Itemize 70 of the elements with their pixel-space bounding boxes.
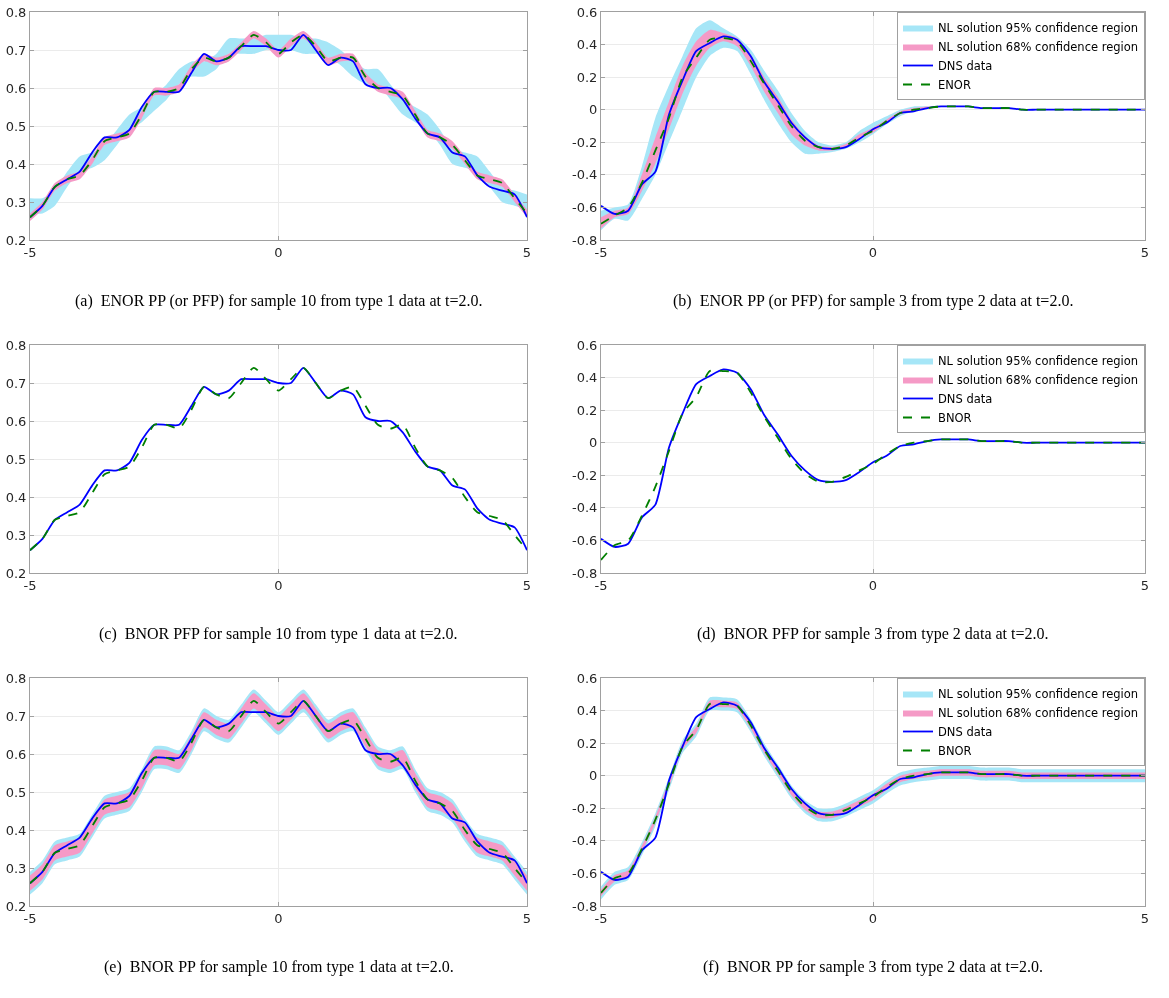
- legend-label: ENOR: [938, 77, 971, 92]
- y-tick-label: 0.4: [5, 156, 27, 172]
- x-tick-label: 0: [274, 910, 283, 926]
- legend-label: NL solution 68% confidence region: [938, 39, 1139, 54]
- y-tick-label: 0.8: [5, 670, 27, 686]
- text: (f) BNOR PP for sample 3 from type 2 data at t=2.0.: [703, 958, 1043, 976]
- y-tick-label: 0.2: [576, 735, 598, 751]
- x-tick-label: 0: [868, 577, 878, 593]
- y-tick-label: 0.6: [576, 4, 598, 20]
- x-tick-label: 5: [522, 577, 532, 593]
- y-tick-label: 0: [589, 102, 598, 118]
- legend-label: NL solution 95% confidence region: [938, 20, 1139, 35]
- y-tick-label: 0.8: [5, 4, 27, 20]
- y-tick-label: 0: [589, 768, 598, 784]
- legend-label: NL solution 68% confidence region: [938, 372, 1139, 387]
- y-tick-label: 0.4: [576, 37, 598, 53]
- y-tick-label: -0.2: [572, 134, 598, 150]
- y-tick-label: -0.4: [572, 167, 598, 183]
- legend-label: NL solution 95% confidence region: [938, 353, 1139, 368]
- text: (a) ENOR PP (or PFP) for sample 10 from type 1 data at t=2.0.: [75, 292, 483, 310]
- text: (c) BNOR PFP for sample 10 from type 1 data at t=2.0.: [99, 625, 458, 643]
- y-tick-label: 0.6: [5, 746, 27, 762]
- x-tick-label: 5: [1140, 577, 1150, 593]
- x-tick-label: 5: [1140, 910, 1150, 926]
- y-tick-label: 0.3: [5, 527, 27, 543]
- y-tick-label: 0.4: [5, 822, 27, 838]
- text: (e) BNOR PP for sample 10 from type 1 data at t=2.0.: [104, 958, 454, 976]
- y-tick-label: 0.6: [576, 670, 598, 686]
- y-tick-label: 0.8: [5, 337, 27, 353]
- y-tick-label: 0.7: [5, 708, 27, 724]
- y-tick-label: 0.7: [5, 375, 27, 391]
- legend-label: DNS data: [938, 58, 993, 73]
- y-tick-label: 0.4: [5, 489, 27, 505]
- line-series: [30, 366, 527, 552]
- x-tick-label: 5: [522, 244, 532, 260]
- legend-label: DNS data: [938, 724, 993, 739]
- x-tick-label: 0: [274, 244, 283, 260]
- y-tick-label: 0.6: [576, 337, 598, 353]
- text: (b) ENOR PP (or PFP) for sample 3 from type 2 data at t=2.0.: [673, 292, 1074, 310]
- y-tick-label: -0.2: [572, 800, 598, 816]
- y-tick-label: -0.4: [572, 833, 598, 849]
- y-tick-label: 0.6: [5, 80, 27, 96]
- legend-label: NL solution 68% confidence region: [938, 705, 1139, 720]
- x-tick-label: 5: [1140, 244, 1150, 260]
- y-tick-label: 0.5: [5, 451, 27, 467]
- x-tick-label: 0: [274, 577, 283, 593]
- x-tick-label: 0: [868, 910, 878, 926]
- y-tick-label: 0.6: [5, 413, 27, 429]
- y-tick-label: 0: [589, 435, 598, 451]
- y-tick-label: 0.2: [576, 69, 598, 85]
- y-tick-label: -0.4: [572, 500, 598, 516]
- y-tick-label: 0.3: [5, 860, 27, 876]
- y-tick-label: -0.6: [572, 865, 598, 881]
- x-tick-label: 5: [522, 910, 532, 926]
- legend-label: NL solution 95% confidence region: [938, 686, 1139, 701]
- y-tick-label: -0.6: [572, 532, 598, 548]
- y-tick-label: 0.5: [5, 784, 27, 800]
- legend-label: BNOR: [938, 410, 972, 425]
- y-tick-label: -0.2: [572, 467, 598, 483]
- y-tick-label: 0.4: [576, 370, 598, 386]
- y-tick-label: 0.5: [5, 118, 27, 134]
- text: (d) BNOR PFP for sample 3 from type 2 data at t=2.0.: [697, 625, 1049, 643]
- y-tick-label: -0.6: [572, 199, 598, 215]
- x-tick-label: 0: [868, 244, 878, 260]
- legend-label: DNS data: [938, 391, 993, 406]
- y-tick-label: 0.4: [576, 703, 598, 719]
- y-tick-label: 0.3: [5, 194, 27, 210]
- y-tick-label: 0.2: [576, 402, 598, 418]
- y-tick-label: 0.7: [5, 42, 27, 58]
- legend-label: BNOR: [938, 743, 972, 758]
